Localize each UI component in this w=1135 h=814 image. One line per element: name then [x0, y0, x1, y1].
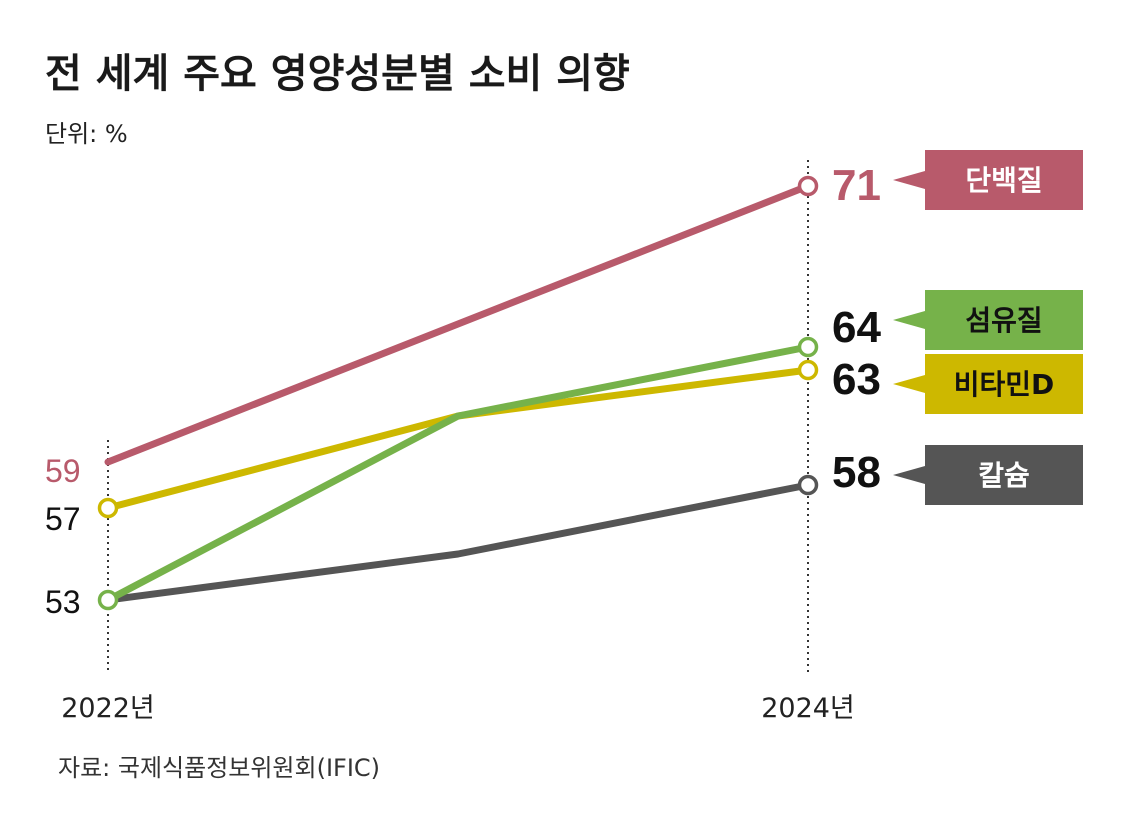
legend-pointer-fiber [893, 311, 925, 329]
source-note: 자료: 국제식품정보위원회(IFIC) [58, 754, 380, 782]
end-value-calcium: 58 [832, 448, 881, 497]
start-value-vitamin_d: 57 [45, 501, 81, 537]
start-marker-vitamin_d [97, 497, 119, 519]
legend-label-calcium: 칼슘 [978, 459, 1030, 492]
legend-tag-fiber [925, 290, 1083, 350]
legend-tag-vitamin_d [925, 354, 1083, 414]
start-value-protein: 59 [45, 453, 81, 489]
end-value-protein: 71 [832, 161, 881, 210]
end-value-fiber: 64 [832, 303, 881, 352]
legend-pointer-vitamin_d [893, 375, 925, 393]
chart-title: 전 세계 주요 영양성분별 소비 의향 [45, 51, 630, 97]
legend-pointer-calcium [893, 466, 925, 484]
legend-tag-calcium [925, 445, 1083, 505]
legend-label-vitamin_d: 비타민D [954, 368, 1055, 401]
start-marker-fiber [97, 589, 119, 611]
x-tick-2024: 2024년 [761, 693, 855, 724]
unit-label: 단위: % [45, 120, 128, 148]
end-marker-protein [797, 175, 819, 197]
series-labels: 59 53 57 71 단백질 64 섬유질 63 비타민D 58 칼슘 [45, 150, 1083, 620]
axes: 2022년 2024년 [61, 160, 855, 724]
legend-pointer-protein [893, 171, 925, 189]
end-value-vitamin_d: 63 [832, 355, 881, 404]
end-marker-vitamin_d [797, 359, 819, 381]
legend-label-fiber: 섬유질 [965, 304, 1042, 337]
x-tick-2022: 2022년 [61, 693, 155, 724]
series-line-fiber [104, 343, 812, 604]
end-marker-calcium [797, 474, 819, 496]
series-line-vitamin_d [104, 366, 812, 512]
series-line-protein [104, 182, 812, 466]
start-value-fiber: 53 [45, 584, 81, 620]
series-line-calcium [104, 481, 812, 604]
legend-tag-protein [925, 150, 1083, 210]
end-marker-fiber [797, 336, 819, 358]
series-markers [97, 175, 819, 611]
series-lines [104, 182, 812, 604]
legend-label-protein: 단백질 [965, 164, 1042, 197]
